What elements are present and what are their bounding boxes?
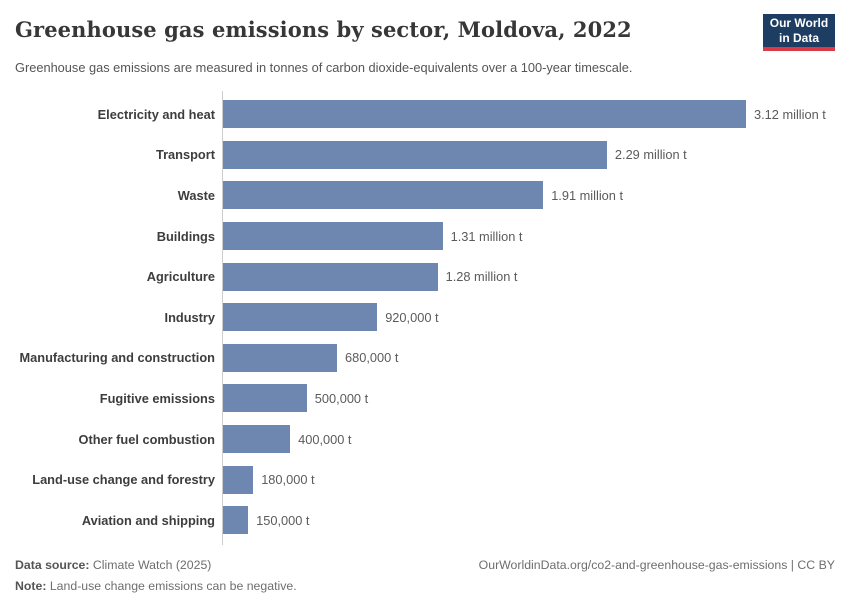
bar-value-label: 1.31 million t	[450, 228, 523, 244]
footer-note: Note: Land-use change emissions can be n…	[15, 576, 297, 598]
bar-row: Aviation and shipping 150,000 t	[82, 500, 835, 541]
owid-logo-accent	[763, 47, 835, 51]
owid-logo-line1: Our World	[769, 16, 829, 31]
bar[interactable]	[223, 465, 254, 494]
bar-value-label: 1.91 million t	[551, 187, 624, 203]
bar-value-label: 3.12 million t	[754, 106, 826, 122]
bar-row: Other fuel combustion 400,000 t	[78, 419, 835, 460]
bar[interactable]	[223, 303, 378, 332]
bar-category-label: Waste	[177, 187, 215, 203]
bar-category-label: Manufacturing and construction	[19, 350, 215, 366]
bar-row: Manufacturing and construction 680,000 t	[19, 338, 835, 379]
bar-category-label: Land-use change and forestry	[32, 472, 215, 488]
note-label: Note:	[15, 579, 47, 594]
bar[interactable]	[223, 181, 544, 210]
bar-category-label: Fugitive emissions	[99, 390, 215, 406]
bar-category-label: Aviation and shipping	[81, 512, 215, 528]
bar[interactable]	[223, 425, 291, 454]
bar-value-label: 920,000 t	[385, 309, 439, 325]
data-source-value: Climate Watch (2025)	[92, 557, 212, 572]
bar-row: Agriculture 1.28 million t	[147, 256, 835, 297]
bar-row: Land-use change and forestry 180,000 t	[32, 459, 835, 500]
bar[interactable]	[223, 100, 746, 129]
bar[interactable]	[223, 262, 438, 291]
bar-value-label: 2.29 million t	[614, 147, 687, 163]
bar-value-label: 180,000 t	[261, 472, 315, 488]
owid-logo[interactable]: Our World in Data	[763, 14, 835, 51]
bar-value-label: 400,000 t	[298, 431, 352, 447]
bar-category-label: Industry	[164, 309, 215, 325]
footer-source-note: Data source: Climate Watch (2025) Note: …	[15, 555, 297, 598]
chart-subtitle: Greenhouse gas emissions are measured in…	[15, 60, 633, 75]
bar[interactable]	[223, 140, 607, 169]
bar-value-label: 680,000 t	[345, 350, 399, 366]
bar-category-label: Other fuel combustion	[78, 431, 215, 447]
bar-row: Fugitive emissions 500,000 t	[100, 378, 835, 419]
bar-category-label: Electricity and heat	[97, 106, 215, 122]
footer-data-source: Data source: Climate Watch (2025)	[15, 555, 297, 577]
bar-category-label: Agriculture	[146, 269, 215, 285]
chart-header: Greenhouse gas emissions by sector, Mold…	[15, 0, 835, 76]
bar-value-label: 150,000 t	[256, 512, 310, 528]
bar-chart: Electricity and heat 3.12 million t Tran…	[15, 90, 835, 545]
data-source-label: Data source:	[15, 557, 90, 572]
bar-category-label: Buildings	[156, 228, 215, 244]
bar-row: Transport 2.29 million t	[156, 135, 835, 176]
bar-value-label: 1.28 million t	[445, 269, 518, 285]
bar-chart-plot-area: Electricity and heat 3.12 million t Tran…	[19, 90, 835, 545]
bar[interactable]	[223, 222, 443, 251]
bar-value-label: 500,000 t	[314, 390, 369, 406]
bar[interactable]	[223, 384, 307, 413]
note-value: Land-use change emissions can be negativ…	[49, 579, 297, 594]
owid-logo-line2: in Data	[778, 30, 819, 45]
owid-logo-box: Our World in Data	[763, 14, 835, 47]
bar-row: Buildings 1.31 million t	[157, 216, 835, 257]
bar-row: Industry 920,000 t	[165, 297, 835, 338]
bar-category-label: Transport	[155, 147, 215, 163]
footer-citation-link[interactable]: OurWorldinData.org/co2-and-greenhouse-ga…	[478, 557, 835, 572]
bar[interactable]	[223, 343, 337, 372]
bar-row: Electricity and heat 3.12 million t	[98, 94, 835, 135]
chart-title: Greenhouse gas emissions by sector, Mold…	[15, 17, 632, 42]
bar[interactable]	[223, 506, 249, 535]
chart-footer: Data source: Climate Watch (2025) Note: …	[15, 555, 835, 598]
bar-row: Waste 1.91 million t	[178, 175, 835, 216]
